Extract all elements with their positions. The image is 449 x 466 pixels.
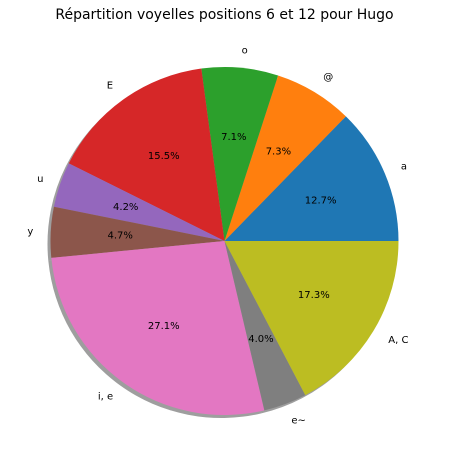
pie-slice-e xyxy=(224,241,306,411)
pct-label-y: 4.7% xyxy=(108,231,133,242)
slice-label-o: o xyxy=(242,45,248,56)
pie-slice-a-c xyxy=(224,241,399,396)
pie-slice-x xyxy=(224,75,346,241)
slice-label-a: a xyxy=(401,162,407,173)
slice-label-i-e: i, e xyxy=(98,392,113,403)
pie-slice-i-e xyxy=(51,241,265,415)
pct-label-x: 7.3% xyxy=(266,147,291,158)
chart-title: Répartition voyelles positions 6 et 12 p… xyxy=(55,7,393,23)
slice-label-e: E xyxy=(107,80,113,91)
pie-slices xyxy=(50,67,399,415)
pie-slice-u xyxy=(53,163,225,241)
slice-label-y: y xyxy=(27,226,33,237)
pct-label-e: 4.0% xyxy=(248,334,273,345)
pie-slice-o xyxy=(201,67,279,241)
pie-slice-a xyxy=(224,116,399,241)
pct-label-o: 7.1% xyxy=(221,132,246,143)
slice-label-a-c: A, C xyxy=(388,335,408,346)
slice-label-u: u xyxy=(37,174,43,185)
pct-label-a: 12.7% xyxy=(305,195,337,206)
pct-label-i-e: 27.1% xyxy=(148,321,180,332)
slice-label-e: e~ xyxy=(291,415,306,426)
pct-label-e: 15.5% xyxy=(148,151,180,162)
pie-slice-e xyxy=(68,68,225,241)
pie-slice-y xyxy=(50,206,225,258)
pct-label-a-c: 17.3% xyxy=(298,290,330,301)
pct-label-u: 4.2% xyxy=(113,202,138,213)
slice-label-x: @ xyxy=(323,72,333,83)
pie-labels: a 12.7% @7.3% o 7.1% E 15.5% u 4.2% y 4.7% i, e 27.1… xyxy=(27,45,408,426)
